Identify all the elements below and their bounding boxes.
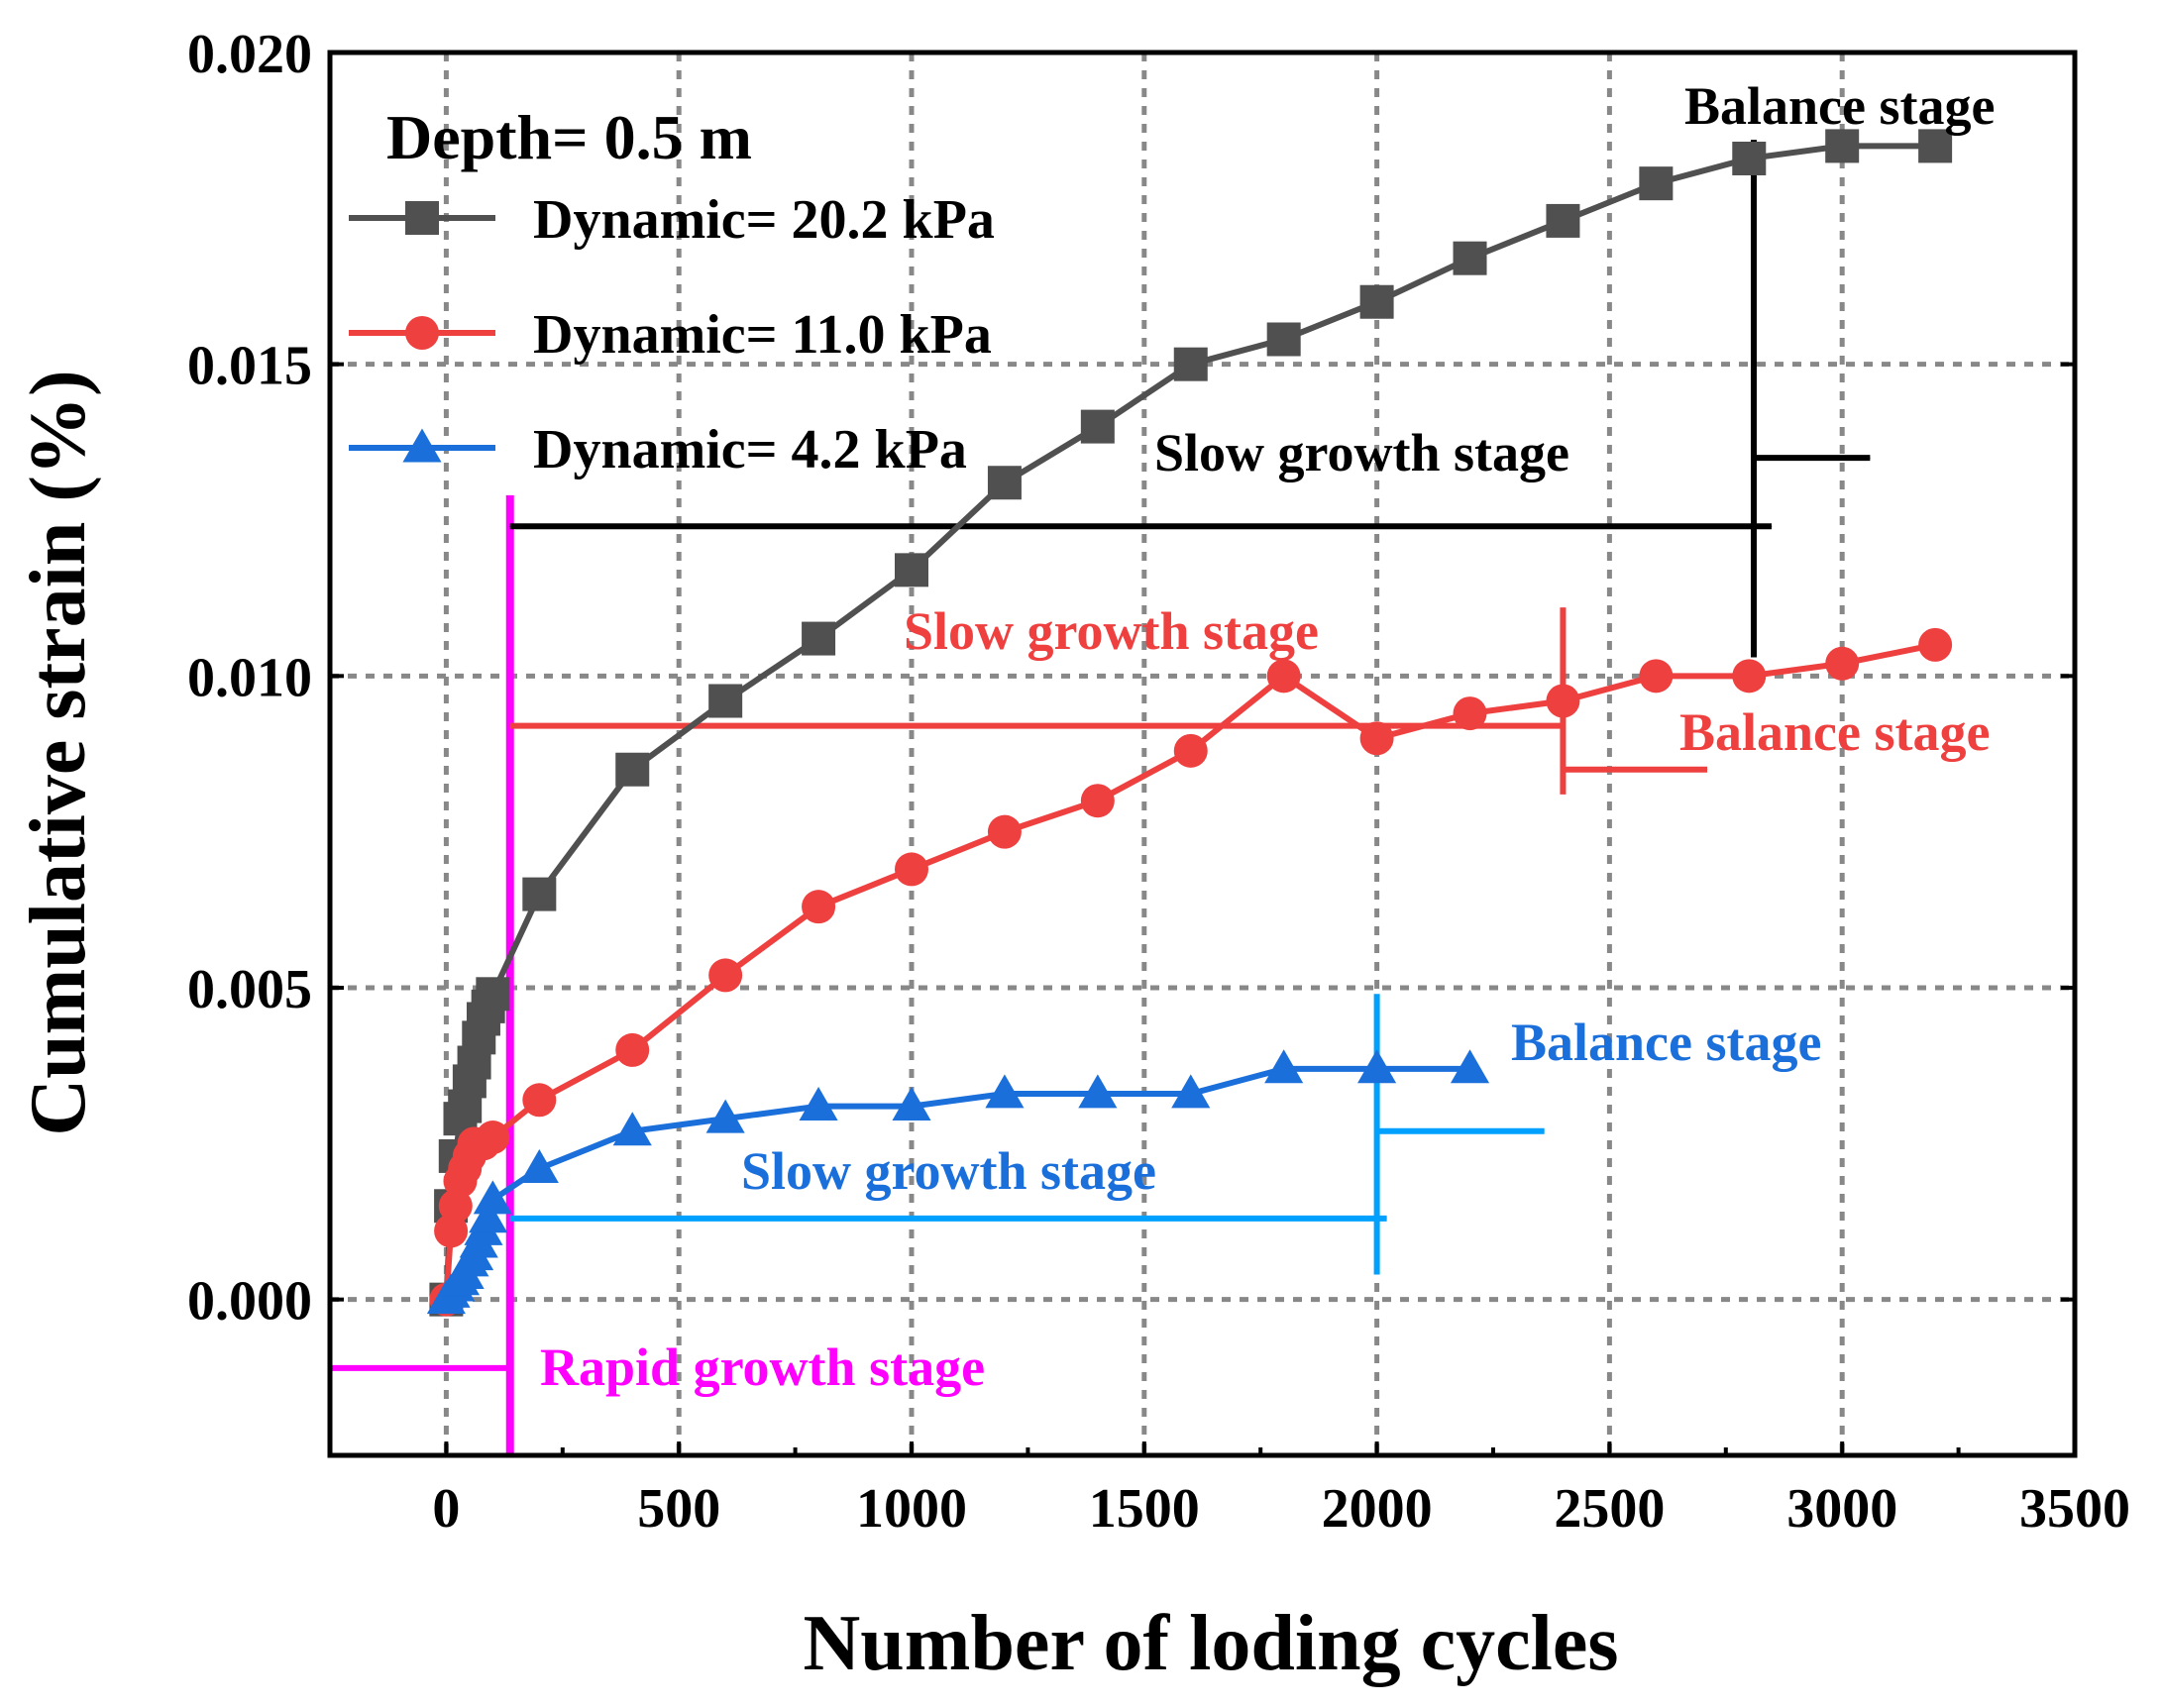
- legend-label-1: Dynamic= 11.0 kPa: [533, 304, 992, 366]
- data-point-1: [1639, 659, 1674, 694]
- red-slow-label: Slow growth stage: [904, 601, 1319, 661]
- data-point-0: [895, 553, 928, 587]
- data-point-1: [615, 1032, 650, 1067]
- data-point-0: [987, 466, 1022, 500]
- data-point-0: [1732, 141, 1767, 175]
- data-point-2: [519, 1148, 559, 1183]
- data-point-1: [476, 1121, 510, 1155]
- data-point-1: [708, 958, 743, 993]
- data-point-0: [1918, 129, 1953, 163]
- y-tick-label: 0.020: [187, 24, 312, 85]
- data-point-0: [1546, 203, 1580, 238]
- data-point-2: [473, 1180, 512, 1215]
- annotation-labels: Balance stage Slow growth stage Slow gro…: [540, 76, 1995, 1397]
- data-point-2: [1078, 1074, 1118, 1109]
- legend-label-0: Dynamic= 20.2 kPa: [533, 189, 995, 251]
- x-tick-label: 1000: [856, 1478, 967, 1540]
- y-tick-label: 0.015: [187, 336, 312, 397]
- legend: Depth= 0.5 m Dynamic= 20.2 kPa Dynamic= 1…: [349, 102, 995, 480]
- data-point-2: [892, 1087, 931, 1121]
- data-point-0: [1266, 322, 1301, 357]
- data-point-1: [1732, 659, 1767, 694]
- black-slow-label: Slow growth stage: [1154, 423, 1569, 482]
- black-balance-label: Balance stage: [1684, 76, 1995, 136]
- legend-marker-1: [405, 316, 439, 350]
- data-point-0: [1639, 166, 1674, 201]
- y-tick-label: 0.000: [187, 1271, 312, 1333]
- data-point-0: [708, 684, 743, 718]
- data-point-0: [1359, 284, 1394, 319]
- data-point-2: [1171, 1074, 1211, 1109]
- data-point-0: [1825, 129, 1860, 163]
- data-point-1: [1546, 684, 1580, 718]
- data-point-1: [1918, 627, 1953, 662]
- legend-marker-2: [402, 428, 442, 463]
- data-point-1: [434, 1214, 469, 1248]
- data-point-1: [1080, 784, 1115, 818]
- blue-balance-label: Balance stage: [1511, 1013, 1821, 1072]
- y-tick-label: 0.005: [187, 959, 312, 1020]
- data-point-0: [476, 977, 510, 1012]
- data-point-1: [1173, 733, 1208, 768]
- data-point-1: [802, 890, 836, 924]
- axis-ticks: 0 500 1000 1500 2000 2500 3000 3500 0.000 0.005 0.…: [187, 24, 2130, 1540]
- data-point-0: [1173, 347, 1208, 381]
- plot-frame: [327, 50, 2078, 1458]
- data-point-0: [802, 621, 836, 656]
- data-point-2: [1450, 1049, 1490, 1084]
- data-point-2: [705, 1099, 745, 1133]
- y-tick-label: 0.010: [187, 647, 312, 708]
- legend-marker-0: [405, 201, 439, 235]
- x-tick-label: 2500: [1554, 1478, 1665, 1540]
- rapid-label: Rapid growth stage: [540, 1337, 985, 1397]
- legend-title: Depth= 0.5 m: [386, 102, 752, 172]
- data-point-1: [895, 852, 928, 887]
- data-point-2: [1264, 1049, 1304, 1084]
- legend-label-2: Dynamic= 4.2 kPa: [533, 419, 967, 480]
- data-point-2: [1357, 1049, 1397, 1084]
- x-tick-label: 500: [637, 1478, 720, 1540]
- data-point-0: [1080, 409, 1115, 444]
- data-point-0: [522, 877, 557, 911]
- x-tick-label: 1500: [1089, 1478, 1200, 1540]
- data-point-1: [1266, 659, 1301, 694]
- x-tick-label: 3000: [1786, 1478, 1897, 1540]
- data-point-0: [615, 752, 650, 787]
- x-tick-label: 0: [432, 1478, 460, 1540]
- data-point-2: [799, 1087, 838, 1121]
- data-series: [426, 129, 1953, 1317]
- data-point-1: [1825, 646, 1860, 681]
- data-point-0: [1453, 241, 1487, 275]
- x-tick-label: 3500: [2019, 1478, 2130, 1540]
- data-point-1: [1453, 696, 1487, 731]
- y-axis-label: Cumulative strain (%): [15, 370, 102, 1135]
- data-point-1: [1359, 721, 1394, 756]
- data-point-2: [612, 1112, 652, 1146]
- data-point-1: [438, 1189, 473, 1224]
- x-axis-label: Number of loding cycles: [804, 1600, 1619, 1687]
- blue-slow-label: Slow growth stage: [741, 1141, 1156, 1201]
- red-balance-label: Balance stage: [1679, 702, 1990, 762]
- data-point-1: [987, 814, 1022, 849]
- x-tick-label: 2000: [1322, 1478, 1433, 1540]
- data-point-2: [985, 1074, 1025, 1109]
- data-point-2: [469, 1199, 508, 1233]
- data-point-1: [522, 1083, 557, 1118]
